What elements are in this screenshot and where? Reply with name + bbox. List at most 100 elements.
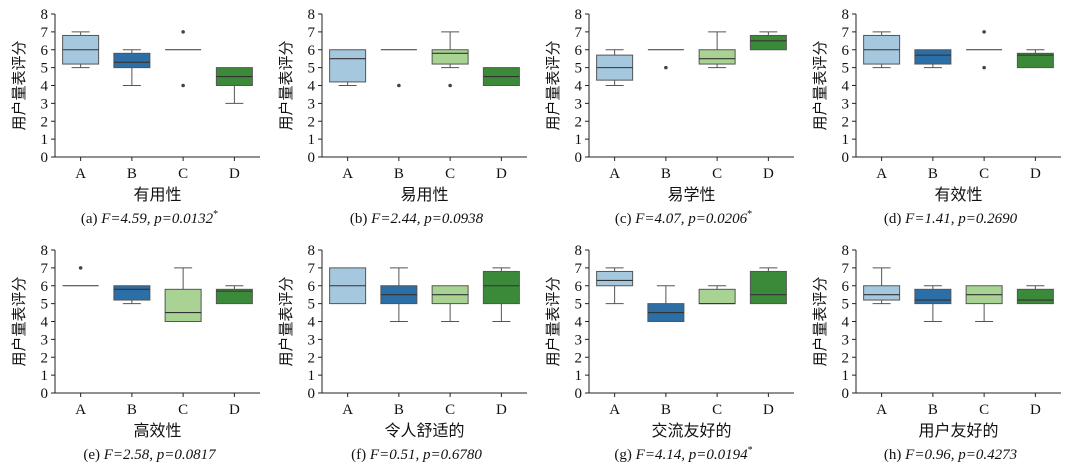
caption-label: (f)	[351, 447, 370, 463]
box-group-D	[482, 67, 520, 86]
y-tick-label: 7	[842, 25, 850, 41]
y-tick-label: 2	[41, 114, 49, 130]
y-tick-label: 4	[41, 79, 49, 95]
box-C	[698, 288, 736, 305]
x-tick-label: C	[445, 166, 455, 182]
y-tick-label: 8	[842, 243, 850, 259]
y-tick-label: 4	[842, 315, 850, 331]
x-tick-label: D	[1030, 402, 1041, 418]
outlier-point	[664, 65, 668, 70]
x-tick-label: D	[229, 402, 240, 418]
y-tick-label: 8	[575, 243, 583, 259]
y-tick-label: 0	[41, 386, 49, 402]
y-tick-label: 3	[308, 96, 316, 112]
box-group-C	[165, 30, 202, 88]
chart-panel: 0 1 2 3 4 5 6 7 8 用户量表评分 A B C D 令人舒适的 (f) F=0.51, p=0.…	[267, 236, 534, 472]
panel-caption: (a) F=4.59, p=0.0132*	[81, 209, 218, 227]
x-tick-label: D	[496, 402, 507, 418]
x-tick-label: D	[763, 402, 774, 418]
x-tick-label: C	[979, 402, 989, 418]
chart-panel: 0 1 2 3 4 5 6 7 8 用户量表评分 A B C D 用户友好的 (h) F=0.96, p=0.…	[801, 236, 1068, 472]
y-tick-label: 5	[41, 61, 49, 77]
x-tick-label: C	[445, 402, 455, 418]
boxplot-svg: 0 1 2 34 5 6 7 8 用户量表评分 A B C D 交流友好的 (g) F=4.14, p=0.…	[544, 243, 794, 463]
box-group-A	[329, 267, 367, 305]
caption-label: (g)	[614, 447, 635, 463]
x-axis-label: 交流友好的	[651, 421, 731, 440]
y-tick-label: 0	[842, 386, 850, 402]
x-axis-label: 易学性	[667, 185, 715, 204]
caption-label: (h)	[884, 447, 905, 463]
box-group-B	[380, 49, 417, 88]
x-tick-label: D	[1030, 166, 1041, 182]
x-tick-label: C	[712, 166, 722, 182]
y-tick-label: 8	[308, 7, 316, 23]
outlier-point	[78, 266, 83, 270]
box-B	[113, 52, 151, 69]
box-group-B	[113, 285, 151, 305]
y-axis-label: 用户量表评分	[277, 40, 295, 130]
x-tick-label: A	[609, 166, 620, 182]
y-axis-label: 用户量表评分	[811, 276, 829, 366]
x-tick-label: B	[661, 402, 671, 418]
box-group-D	[749, 31, 787, 51]
x-tick-label: B	[928, 166, 938, 182]
box-group-C	[698, 285, 736, 305]
y-tick-label: 7	[575, 261, 583, 277]
box-B	[914, 288, 952, 305]
x-tick-label: B	[661, 166, 671, 182]
x-tick-label: C	[979, 166, 989, 182]
panel-caption: (d) F=1.41, p=0.2690	[884, 211, 1018, 227]
panel-caption: (h) F=0.96, p=0.4273	[884, 447, 1017, 463]
y-tick-label: 1	[842, 368, 850, 384]
boxplot-svg: 0 1 2 34 5 6 7 8 用户量表评分 A B C D 有效性 (d) F=1.41, p=0.26…	[811, 7, 1061, 227]
x-tick-label: A	[342, 166, 353, 182]
caption-label: (a)	[81, 211, 101, 227]
y-tick-label: 4	[41, 315, 49, 331]
y-tick-label: 8	[41, 243, 49, 259]
y-tick-label: 4	[842, 79, 850, 95]
y-tick-label: 3	[308, 332, 316, 348]
y-tick-label: 0	[842, 150, 850, 166]
x-tick-label: A	[876, 166, 887, 182]
box-D	[749, 270, 787, 305]
box-group-C	[965, 285, 1003, 322]
y-tick-label: 1	[575, 132, 583, 148]
box-group-B	[914, 285, 952, 322]
y-tick-label: 7	[575, 25, 583, 41]
y-tick-label: 4	[308, 315, 316, 331]
box-group-C	[164, 267, 202, 322]
x-tick-label: B	[394, 402, 404, 418]
outlier-point	[181, 83, 185, 88]
caption-stats: F=2.44, p=0.0938	[370, 211, 483, 227]
y-axis-label: 用户量表评分	[544, 40, 562, 130]
box-C	[698, 49, 736, 65]
boxplot-svg: 0 1 2 34 5 6 7 8 用户量表评分 A B C D 高效性 (e) F=2.58, p=0.08…	[10, 243, 260, 463]
outlier-point	[397, 83, 401, 88]
box-group-D	[749, 267, 787, 305]
x-tick-label: D	[229, 166, 240, 182]
y-tick-label: 4	[575, 79, 583, 95]
y-tick-label: 6	[575, 43, 583, 59]
box-group-A	[62, 31, 100, 69]
boxplot-svg: 0 1 2 34 5 6 7 8 用户量表评分 A B C D 易学性 (c) F=4.07, p=0.02…	[544, 7, 794, 227]
box-group-B	[647, 285, 685, 322]
y-tick-label: 6	[575, 279, 583, 295]
box-group-C	[966, 30, 1003, 70]
chart-panel: 0 1 2 3 4 5 6 7 8 用户量表评分 A B C D 高效性 (e) F=2.58, p=0.08…	[0, 236, 267, 472]
y-tick-label: 5	[308, 61, 316, 77]
y-tick-label: 5	[575, 297, 583, 313]
y-axis-label: 用户量表评分	[10, 40, 28, 130]
y-tick-label: 2	[41, 350, 49, 366]
x-axis-label: 易用性	[400, 185, 448, 204]
caption-significance: *	[747, 209, 752, 220]
y-tick-label: 3	[842, 96, 850, 112]
y-tick-label: 5	[308, 297, 316, 313]
y-tick-label: 8	[308, 243, 316, 259]
x-tick-label: B	[127, 166, 137, 182]
caption-stats: F=1.41, p=0.2690	[904, 211, 1017, 227]
y-tick-label: 3	[41, 96, 49, 112]
box-A	[863, 285, 901, 301]
box-B	[113, 285, 151, 301]
boxplot-svg: 0 1 2 34 5 6 7 8 用户量表评分 A B C D 易用性 (b) F=2.44, p=0.09…	[277, 7, 527, 227]
